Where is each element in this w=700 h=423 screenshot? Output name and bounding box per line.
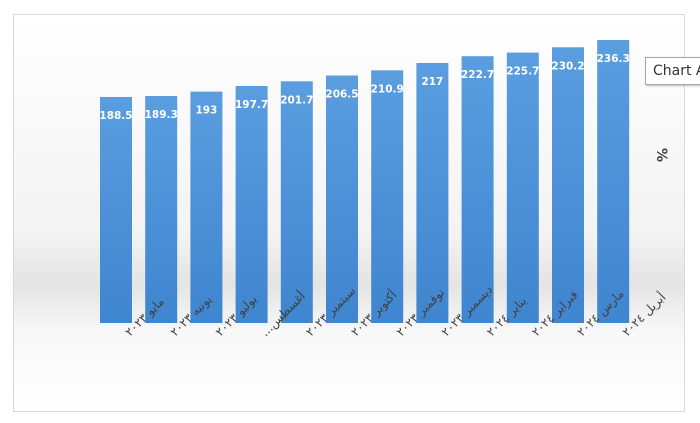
bar[interactable] bbox=[235, 86, 268, 323]
bars-group bbox=[100, 40, 630, 324]
data-label: 201.7 bbox=[280, 94, 313, 106]
data-label: 236.3 bbox=[597, 53, 630, 65]
data-label: 188.5 bbox=[99, 110, 132, 122]
data-labels-group: 188.5 189.3 193 197.7 201.7 206.5 210.9 217 222.… bbox=[99, 53, 629, 122]
bar[interactable] bbox=[506, 52, 539, 323]
bar[interactable] bbox=[100, 97, 132, 323]
data-label: 225.7 bbox=[506, 66, 539, 78]
data-label: 230.2 bbox=[551, 60, 584, 72]
data-label: 217 bbox=[421, 76, 443, 88]
data-label: 222.7 bbox=[461, 69, 494, 81]
bar[interactable] bbox=[280, 81, 313, 323]
bar[interactable] bbox=[597, 40, 630, 323]
data-label: 197.7 bbox=[235, 99, 268, 111]
bar[interactable] bbox=[190, 91, 223, 323]
bar[interactable] bbox=[416, 63, 449, 323]
data-label: 189.3 bbox=[145, 109, 178, 121]
bar[interactable] bbox=[552, 47, 584, 324]
bar[interactable] bbox=[371, 70, 404, 323]
bar[interactable] bbox=[461, 56, 494, 323]
chart-area-tooltip: Chart Area bbox=[645, 57, 700, 85]
data-label: 193 bbox=[195, 105, 217, 117]
bar[interactable] bbox=[145, 96, 178, 323]
y-axis-label: % bbox=[653, 148, 669, 162]
bar[interactable] bbox=[326, 75, 358, 324]
data-label: 210.9 bbox=[371, 83, 404, 95]
data-label: 206.5 bbox=[325, 89, 358, 101]
